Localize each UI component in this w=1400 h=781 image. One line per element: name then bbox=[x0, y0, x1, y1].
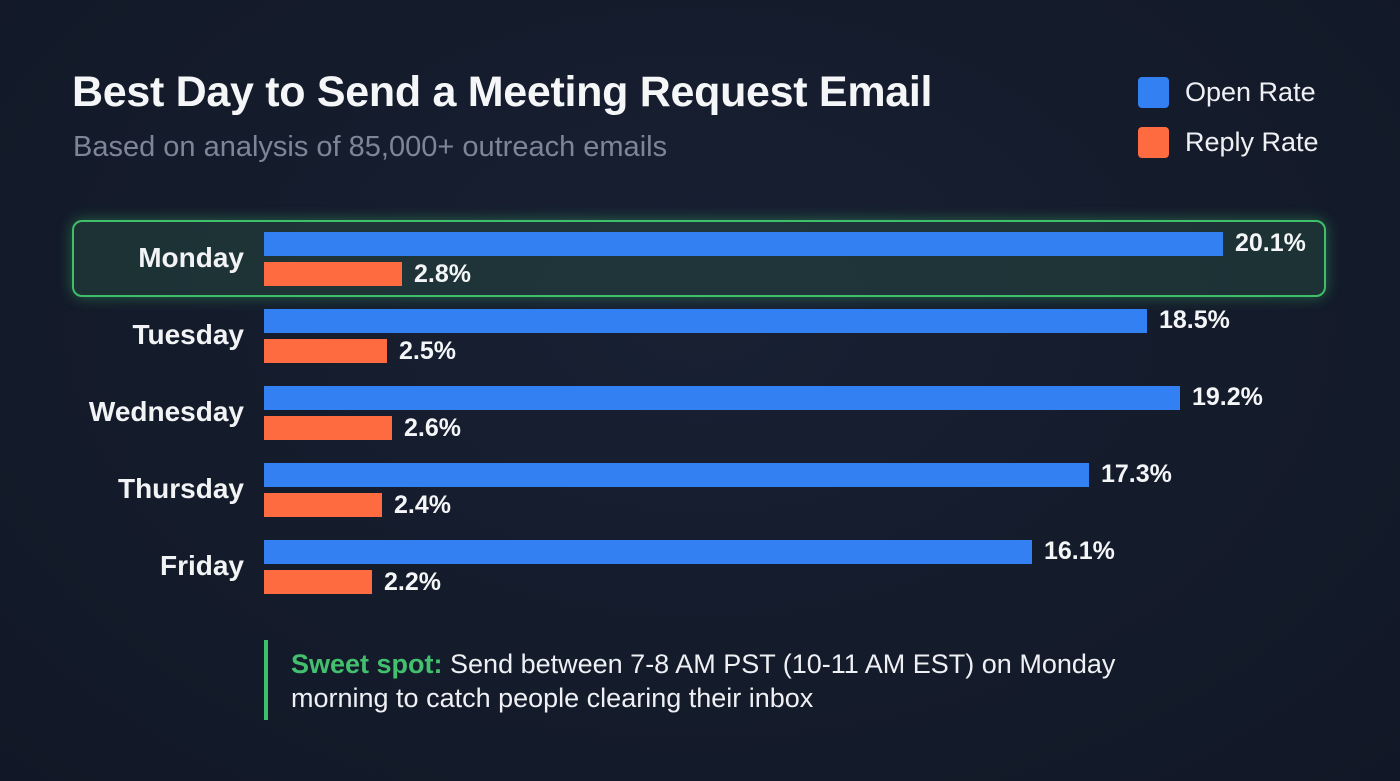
chart-subtitle: Based on analysis of 85,000+ outreach em… bbox=[73, 131, 668, 163]
chart-title: Best Day to Send a Meeting Request Email bbox=[72, 68, 933, 116]
legend-item-reply-rate: Reply Rate bbox=[1138, 126, 1319, 158]
reply-rate-bar bbox=[264, 416, 392, 440]
chart-row-thursday: Thursday 17.3% 2.4% bbox=[72, 451, 1326, 528]
legend-label: Open Rate bbox=[1185, 76, 1316, 107]
open-rate-value: 20.1% bbox=[1235, 229, 1306, 257]
open-rate-bar bbox=[264, 309, 1147, 333]
reply-rate-value: 2.5% bbox=[399, 337, 456, 365]
note-line-2: morning to catch people clearing their i… bbox=[291, 683, 814, 713]
open-rate-bar bbox=[264, 232, 1223, 256]
day-label: Friday bbox=[159, 550, 244, 581]
sweet-spot-note: Sweet spot: Send between 7-8 AM PST (10-… bbox=[264, 640, 1115, 720]
reply-rate-value: 2.4% bbox=[394, 491, 451, 519]
legend: Open Rate Reply Rate bbox=[1138, 76, 1319, 176]
chart-row-friday: Friday 16.1% 2.2% bbox=[72, 528, 1326, 605]
open-rate-value: 19.2% bbox=[1192, 383, 1263, 411]
open-rate-bar bbox=[264, 386, 1180, 410]
note-highlight: Sweet spot: bbox=[291, 649, 443, 679]
reply-rate-bar bbox=[264, 262, 402, 286]
chart-row-monday: Monday 20.1% 2.8% bbox=[72, 220, 1326, 297]
open-rate-value: 17.3% bbox=[1101, 460, 1172, 488]
open-rate-value: 16.1% bbox=[1044, 537, 1115, 565]
reply-rate-value: 2.6% bbox=[404, 414, 461, 442]
chart-row-tuesday: Tuesday 18.5% 2.5% bbox=[72, 297, 1326, 374]
note-text: Send between 7-8 AM PST (10-11 AM EST) o… bbox=[442, 649, 1116, 679]
day-label: Thursday bbox=[117, 473, 244, 504]
open-rate-value: 18.5% bbox=[1159, 306, 1230, 334]
legend-label: Reply Rate bbox=[1185, 126, 1319, 157]
chart-row-wednesday: Wednesday 19.2% 2.6% bbox=[72, 374, 1326, 451]
reply-rate-swatch-icon bbox=[1138, 126, 1169, 158]
legend-item-open-rate: Open Rate bbox=[1138, 76, 1319, 108]
day-label: Wednesday bbox=[88, 396, 244, 427]
open-rate-swatch-icon bbox=[1138, 76, 1169, 108]
day-label: Monday bbox=[138, 242, 244, 273]
note-line-1: Sweet spot: Send between 7-8 AM PST (10-… bbox=[291, 647, 1115, 681]
open-rate-bar bbox=[264, 540, 1032, 564]
reply-rate-value: 2.8% bbox=[414, 260, 471, 288]
reply-rate-value: 2.2% bbox=[384, 568, 441, 596]
reply-rate-bar bbox=[264, 570, 372, 594]
reply-rate-bar bbox=[264, 493, 382, 517]
open-rate-bar bbox=[264, 463, 1089, 487]
reply-rate-bar bbox=[264, 339, 387, 363]
day-label: Tuesday bbox=[132, 319, 244, 350]
